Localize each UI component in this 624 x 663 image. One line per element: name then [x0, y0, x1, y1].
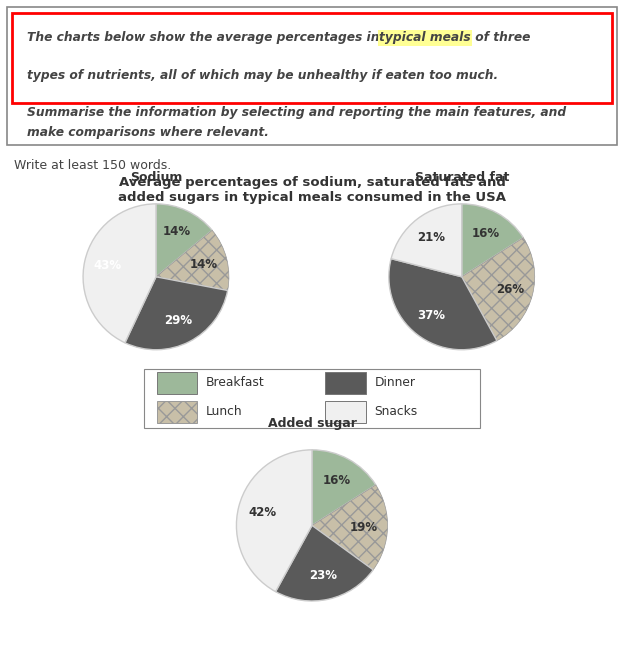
Title: Sodium: Sodium — [130, 172, 182, 184]
Text: 19%: 19% — [349, 520, 378, 534]
Text: 16%: 16% — [323, 474, 351, 487]
Text: 43%: 43% — [94, 259, 122, 272]
Text: 42%: 42% — [248, 506, 276, 519]
Text: Lunch: Lunch — [206, 405, 243, 418]
Text: make comparisons where relevant.: make comparisons where relevant. — [27, 126, 270, 139]
Text: Dinner: Dinner — [374, 376, 416, 389]
Wedge shape — [125, 277, 228, 349]
Wedge shape — [156, 230, 229, 290]
FancyBboxPatch shape — [157, 401, 197, 423]
Wedge shape — [312, 485, 388, 570]
Wedge shape — [462, 238, 535, 341]
Text: of three: of three — [471, 31, 530, 44]
Title: Saturated fat: Saturated fat — [414, 172, 509, 184]
Wedge shape — [312, 450, 376, 525]
Wedge shape — [391, 204, 462, 277]
FancyBboxPatch shape — [7, 7, 617, 145]
Text: 21%: 21% — [417, 231, 446, 244]
FancyBboxPatch shape — [326, 401, 366, 423]
Wedge shape — [389, 259, 497, 349]
FancyBboxPatch shape — [326, 372, 366, 394]
Wedge shape — [236, 450, 312, 591]
Text: 14%: 14% — [163, 225, 191, 239]
FancyBboxPatch shape — [157, 372, 197, 394]
Text: 37%: 37% — [417, 310, 446, 322]
Text: Breakfast: Breakfast — [206, 376, 265, 389]
Text: 26%: 26% — [495, 282, 524, 296]
Text: 16%: 16% — [472, 227, 500, 240]
FancyBboxPatch shape — [144, 369, 480, 428]
Text: types of nutrients, all of which may be unhealthy if eaten too much.: types of nutrients, all of which may be … — [27, 69, 499, 82]
Text: Summarise the information by selecting and reporting the main features, and: Summarise the information by selecting a… — [27, 106, 567, 119]
Wedge shape — [156, 204, 212, 277]
Text: Average percentages of sodium, saturated fats and
added sugars in typical meals : Average percentages of sodium, saturated… — [118, 176, 506, 204]
Text: 23%: 23% — [310, 569, 337, 582]
Text: Snacks: Snacks — [374, 405, 417, 418]
Text: Write at least 150 words.: Write at least 150 words. — [14, 159, 171, 172]
Text: The charts below show the average percentages in: The charts below show the average percen… — [27, 31, 384, 44]
Wedge shape — [462, 204, 524, 277]
Wedge shape — [83, 204, 156, 343]
Text: 29%: 29% — [165, 314, 193, 328]
Wedge shape — [276, 525, 373, 601]
Text: 14%: 14% — [190, 258, 218, 271]
Title: Added sugar: Added sugar — [268, 417, 356, 430]
FancyBboxPatch shape — [12, 13, 612, 103]
Text: typical meals: typical meals — [379, 31, 471, 44]
